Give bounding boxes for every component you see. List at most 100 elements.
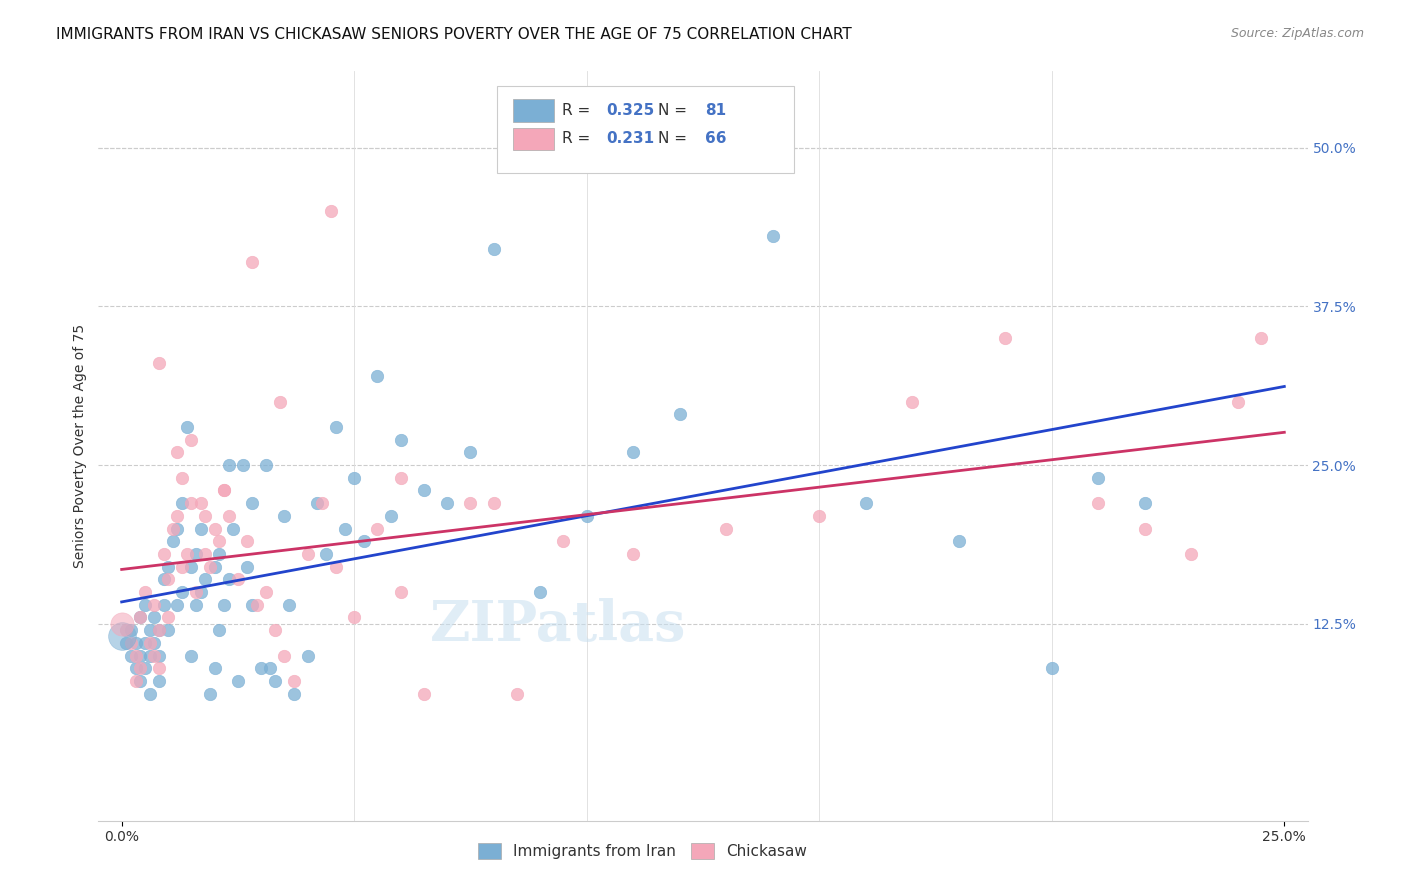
Point [208,547,231,561]
Point [162,522,184,536]
Point [240,496,263,510]
Point [148,673,170,688]
Point [621,547,644,561]
Point [250,661,273,675]
Point [172,559,194,574]
Y-axis label: Seniors Poverty Over the Age of 75: Seniors Poverty Over the Age of 75 [73,324,87,568]
Point [134,661,156,675]
Point [204,661,226,675]
Point [180,559,202,574]
Point [176,420,198,434]
Point [212,483,235,498]
Point [232,458,254,472]
Point [194,572,217,586]
Point [380,508,402,523]
Point [138,648,160,663]
Point [460,445,482,459]
Point [129,610,152,624]
Point [190,522,212,536]
Point [166,508,188,523]
Point [184,547,207,561]
FancyBboxPatch shape [513,99,554,121]
Point [273,648,295,663]
Point [1133,522,1156,536]
Point [120,623,142,637]
Point [166,445,188,459]
Point [283,673,305,688]
Point [413,687,436,701]
Point [120,648,142,663]
Point [194,547,217,561]
Point [184,598,207,612]
Point [436,496,458,510]
Text: 81: 81 [706,103,727,118]
Point [120,636,142,650]
Point [172,585,194,599]
Point [460,496,482,510]
Point [204,522,226,536]
Text: ZIPatlas: ZIPatlas [430,599,686,653]
Point [180,648,202,663]
Point [148,356,170,370]
Point [124,673,146,688]
Point [994,331,1017,345]
Text: 0.231: 0.231 [606,131,654,146]
Point [148,661,170,675]
Point [1250,331,1272,345]
Point [621,445,644,459]
Point [254,458,277,472]
Point [212,483,235,498]
Point [111,630,134,644]
Point [389,585,412,599]
Point [1087,471,1109,485]
Point [143,610,166,624]
Point [204,559,226,574]
Text: 66: 66 [706,131,727,146]
Point [226,673,249,688]
Text: R =: R = [561,131,595,146]
Point [305,496,328,510]
Point [948,534,970,549]
Point [297,648,319,663]
Point [325,559,347,574]
Point [190,496,212,510]
Point [716,522,738,536]
Text: R =: R = [561,103,595,118]
Point [194,508,217,523]
Point [506,687,529,701]
Point [129,673,152,688]
Text: IMMIGRANTS FROM IRAN VS CHICKASAW SENIORS POVERTY OVER THE AGE OF 75 CORRELATION: IMMIGRANTS FROM IRAN VS CHICKASAW SENIOR… [56,27,852,42]
Point [111,616,134,631]
Point [278,598,301,612]
Point [901,394,924,409]
Point [134,585,156,599]
Point [198,687,221,701]
Point [353,534,375,549]
Point [129,648,152,663]
Point [172,471,194,485]
Point [1180,547,1202,561]
Text: Source: ZipAtlas.com: Source: ZipAtlas.com [1230,27,1364,40]
Point [198,559,221,574]
Point [190,585,212,599]
Point [162,534,184,549]
Point [212,598,235,612]
Point [366,369,388,384]
Point [236,559,259,574]
Point [134,598,156,612]
Point [148,648,170,663]
Point [240,598,263,612]
Point [143,598,166,612]
Point [482,496,505,510]
Point [283,687,305,701]
Point [218,508,240,523]
Text: 0.325: 0.325 [606,103,655,118]
Point [762,229,785,244]
Point [134,636,156,650]
Point [143,636,166,650]
Text: N =: N = [658,103,692,118]
Point [218,458,240,472]
Point [413,483,436,498]
Point [297,547,319,561]
Point [325,420,347,434]
